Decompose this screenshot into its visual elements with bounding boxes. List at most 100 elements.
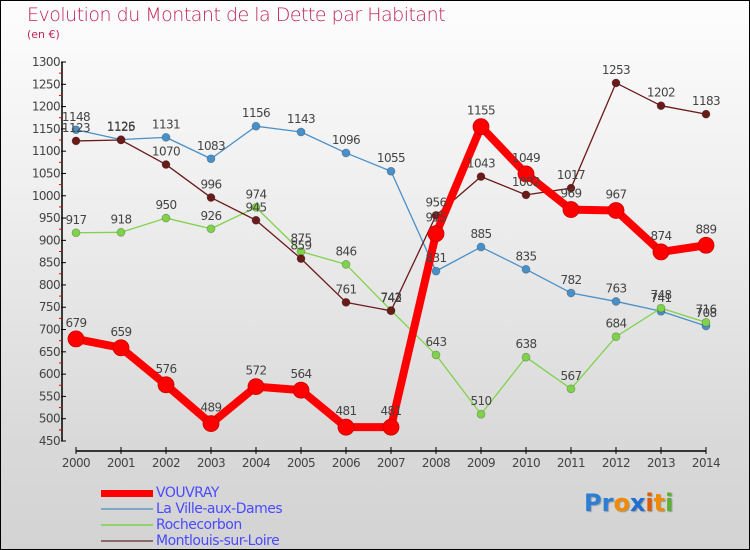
x-tick-label: 2008 xyxy=(422,456,450,470)
data-label: 489 xyxy=(200,401,221,415)
x-tick-label: 2001 xyxy=(107,456,135,470)
data-label: 1070 xyxy=(152,145,180,159)
y-tick-label: 1200 xyxy=(32,100,60,114)
data-point xyxy=(652,243,670,261)
data-point xyxy=(656,303,666,313)
data-point xyxy=(701,317,711,327)
data-point xyxy=(341,148,351,158)
data-point xyxy=(656,101,666,111)
data-point xyxy=(521,264,531,274)
data-label: 684 xyxy=(605,317,626,331)
data-label: 1148 xyxy=(62,110,90,124)
logo-letter: P xyxy=(584,489,602,517)
data-point xyxy=(341,260,351,269)
data-point xyxy=(251,202,261,212)
y-tick-label: 750 xyxy=(39,300,60,314)
data-point xyxy=(116,227,126,237)
legend-swatch xyxy=(101,540,153,542)
legend-swatch xyxy=(101,524,153,526)
data-label: 1125 xyxy=(107,120,135,134)
data-label: 945 xyxy=(245,200,266,214)
legend-label: VOUVRAY xyxy=(156,485,219,501)
data-label: 889 xyxy=(695,222,716,236)
data-point xyxy=(206,154,216,164)
data-label: 1049 xyxy=(512,151,540,165)
logo-letter: i xyxy=(645,489,654,517)
data-label: 567 xyxy=(560,369,581,383)
data-point xyxy=(566,288,576,298)
data-label: 1156 xyxy=(242,106,270,120)
y-tick-label: 650 xyxy=(39,345,60,359)
data-label: 1155 xyxy=(467,104,495,118)
data-point xyxy=(157,376,175,394)
y-tick-label: 1000 xyxy=(32,189,60,203)
data-point xyxy=(427,225,445,243)
data-label: 1096 xyxy=(332,133,360,147)
y-tick-label: 900 xyxy=(39,233,60,247)
data-label: 708 xyxy=(695,306,716,320)
y-tick-label: 550 xyxy=(39,389,60,403)
logo-letter: o xyxy=(613,489,630,517)
x-tick-label: 2000 xyxy=(62,456,90,470)
data-point xyxy=(67,330,85,348)
legend-item: VOUVRAY xyxy=(101,485,282,501)
data-point xyxy=(476,409,486,419)
data-label: 835 xyxy=(515,249,536,263)
data-point xyxy=(562,201,580,218)
y-tick-label: 1100 xyxy=(32,144,60,158)
data-label: 831 xyxy=(425,251,446,265)
data-label: 1143 xyxy=(287,112,315,126)
chart-title: Evolution du Montant de la Dette par Hab… xyxy=(27,4,446,26)
data-point xyxy=(206,224,216,234)
data-label: 763 xyxy=(605,281,626,295)
data-point xyxy=(341,297,351,307)
data-label: 679 xyxy=(65,316,86,330)
y-tick-label: 600 xyxy=(39,367,60,381)
data-point xyxy=(161,132,171,142)
series-montlouis-sur-loire xyxy=(71,78,711,316)
chart-subtitle: (en €) xyxy=(27,28,60,41)
data-point xyxy=(116,135,126,145)
data-point xyxy=(112,339,130,357)
data-point xyxy=(337,418,355,436)
x-tick-label: 2010 xyxy=(512,456,540,470)
data-point xyxy=(71,136,81,146)
data-point xyxy=(161,160,171,169)
data-point xyxy=(521,352,531,362)
y-tick-label: 1300 xyxy=(32,55,60,69)
y-tick-label: 1050 xyxy=(32,166,60,180)
data-label: 1253 xyxy=(602,63,630,77)
data-point xyxy=(566,384,576,394)
data-point xyxy=(476,242,486,252)
legend-item: Rochecorbon xyxy=(101,517,282,533)
data-label: 761 xyxy=(335,282,356,296)
data-label: 576 xyxy=(155,362,176,376)
data-label: 572 xyxy=(245,364,266,378)
data-point xyxy=(476,172,486,181)
data-label: 1183 xyxy=(692,94,720,108)
proxiti-logo: Proxiti xyxy=(584,489,673,517)
logo-letter: r xyxy=(601,489,614,517)
data-label: 875 xyxy=(290,232,311,246)
data-point xyxy=(202,415,220,433)
x-tick-label: 2005 xyxy=(287,456,315,470)
data-label: 743 xyxy=(380,290,401,304)
y-tick-label: 1150 xyxy=(32,122,60,136)
data-label: 1126 xyxy=(107,120,135,134)
x-tick-label: 2006 xyxy=(332,456,360,470)
data-label: 1002 xyxy=(512,175,540,189)
data-label: 967 xyxy=(605,187,626,201)
data-point xyxy=(607,202,625,219)
y-tick-label: 450 xyxy=(39,434,60,448)
data-label: 885 xyxy=(470,227,491,241)
y-tick-label: 700 xyxy=(39,323,60,337)
x-tick-label: 2003 xyxy=(197,456,225,470)
data-point xyxy=(521,190,531,200)
x-tick-label: 2007 xyxy=(377,456,405,470)
data-point xyxy=(382,418,400,436)
data-label: 782 xyxy=(560,273,581,287)
data-label: 1123 xyxy=(62,121,90,135)
data-point xyxy=(431,266,441,276)
data-label: 716 xyxy=(695,302,716,316)
